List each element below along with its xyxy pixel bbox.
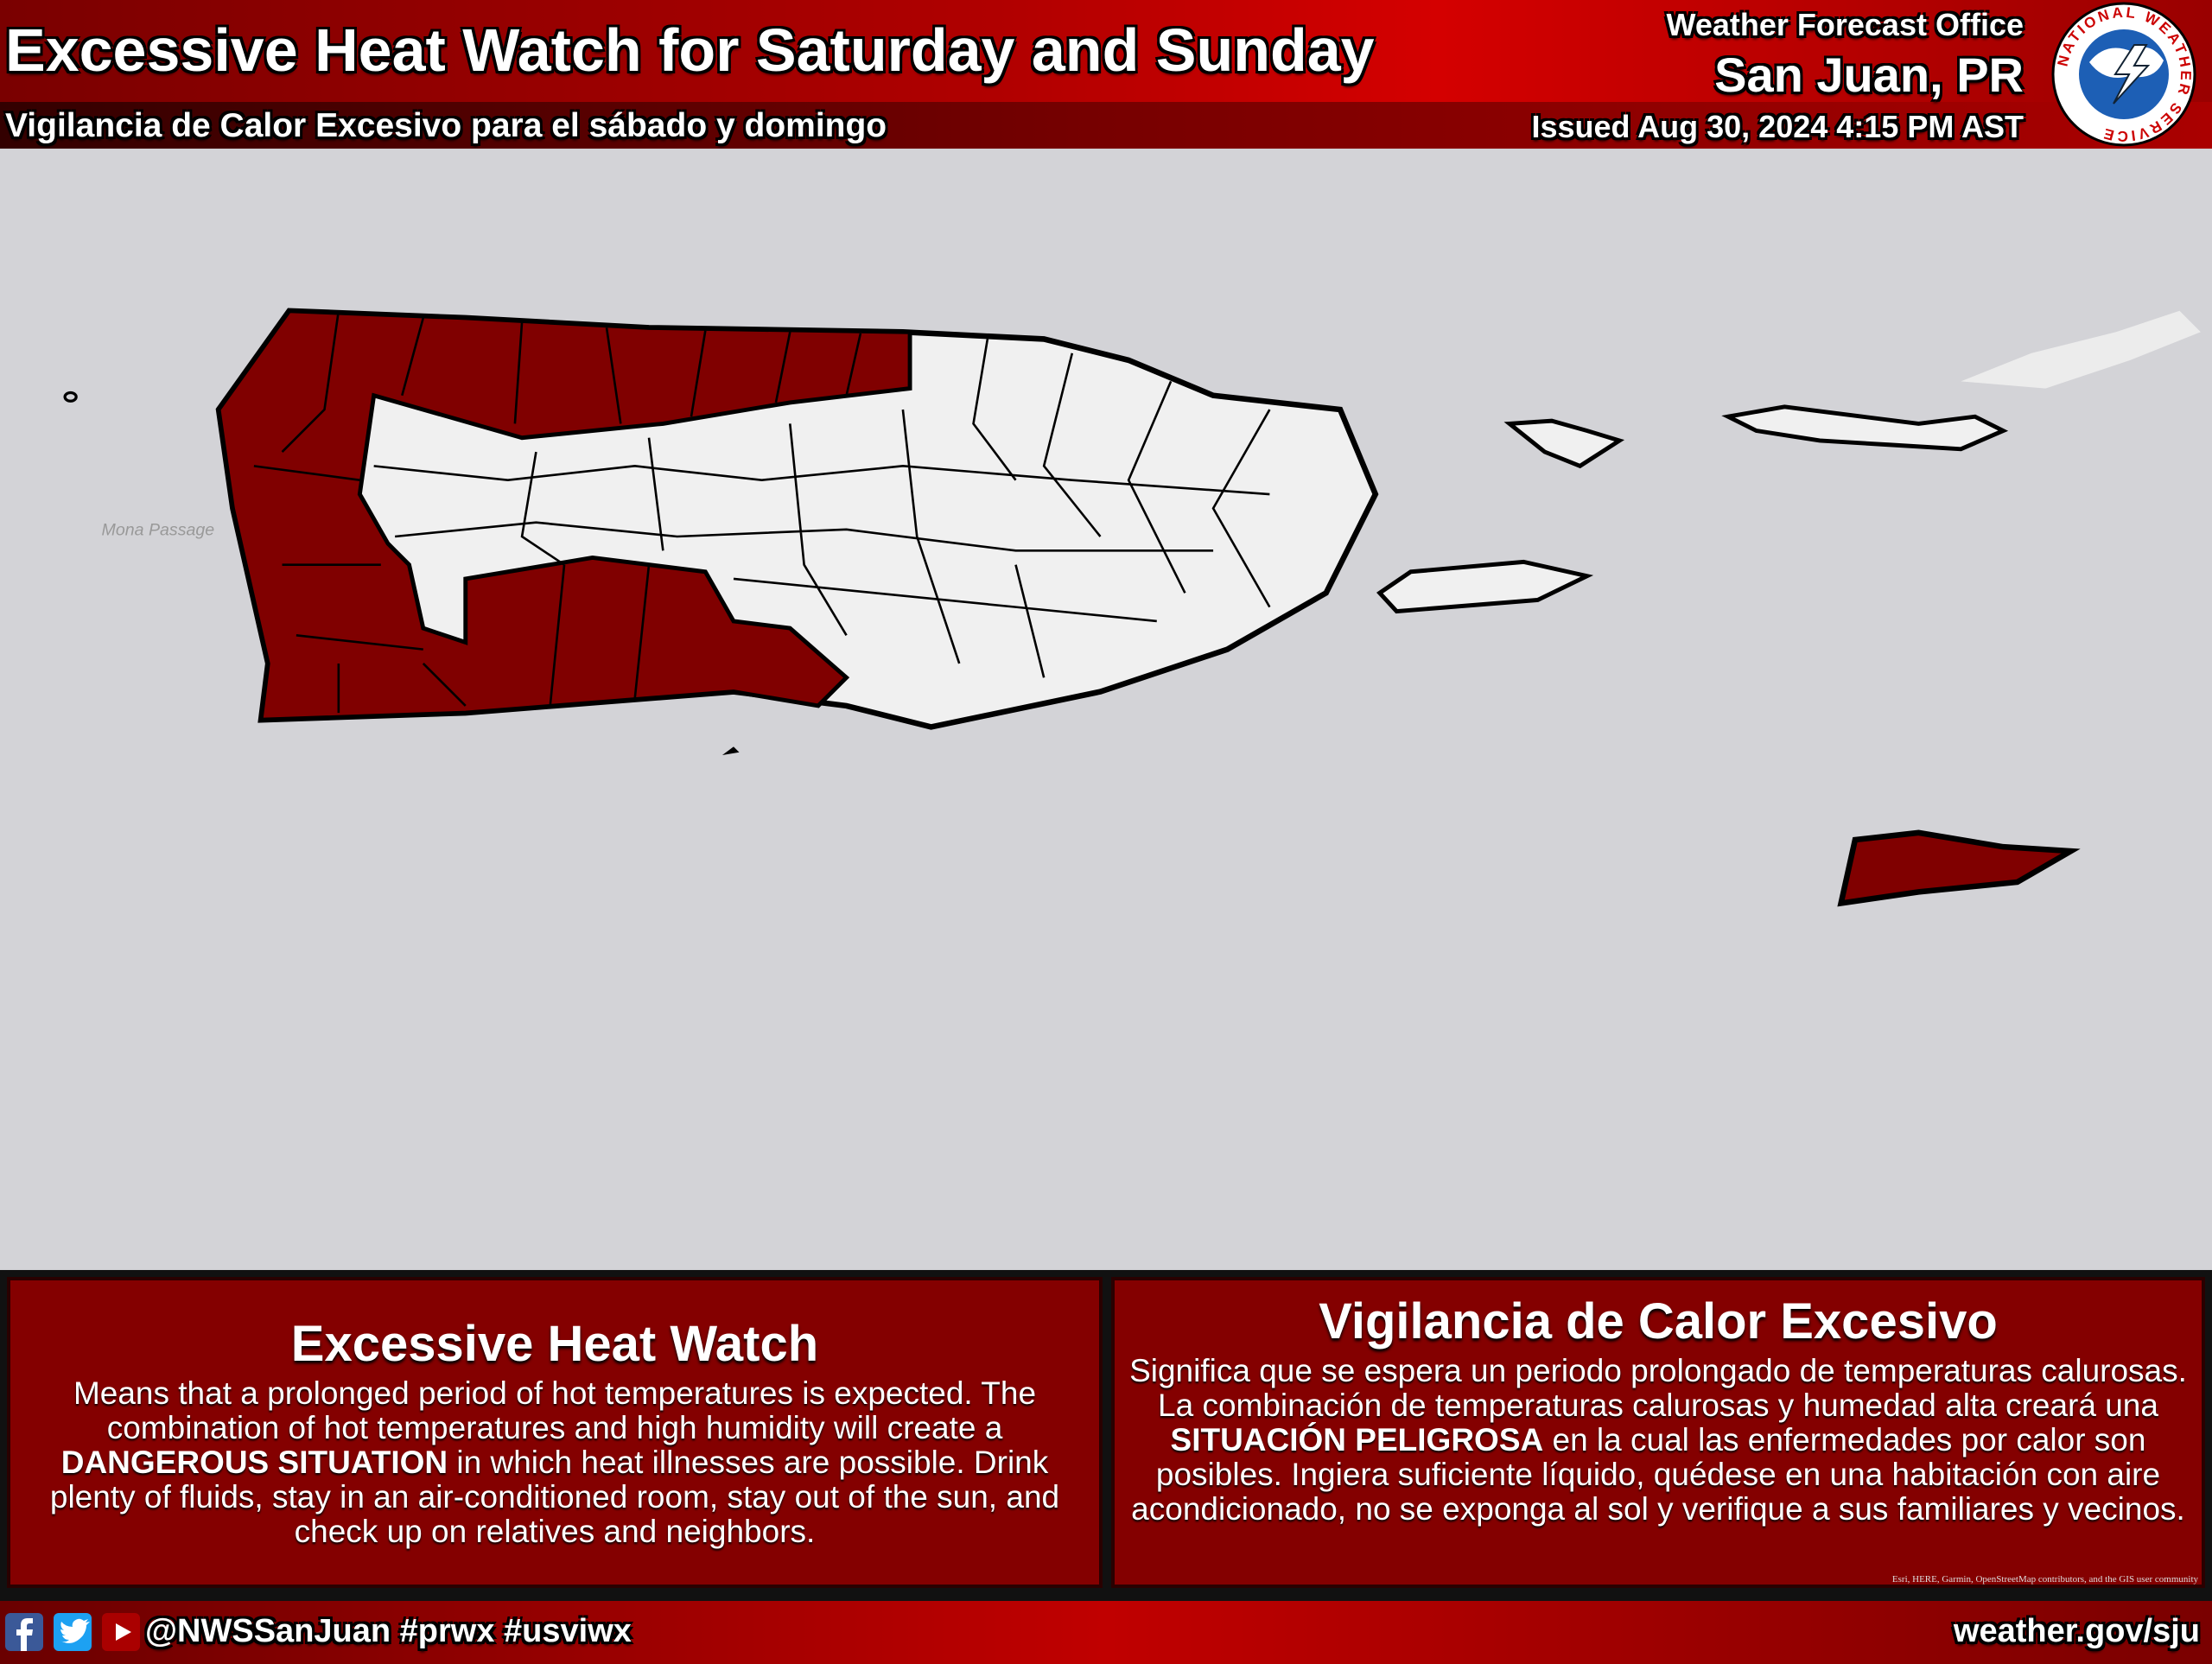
location: San Juan, PR [1714,48,2024,102]
body-text: in which heat illnesses are possible. Dr… [49,1445,1060,1549]
nws-logo: NATIONAL WEATHER SERVICE [2051,2,2196,147]
panel-es: Vigilancia de Calor Excesivo Significa q… [1111,1277,2205,1588]
body-emphasis: SITUACIÓN PELIGROSA [1170,1422,1544,1458]
body-text: Means that a prolonged period of hot tem… [73,1375,1037,1445]
header: Excessive Heat Watch for Saturday and Su… [0,0,2212,149]
panel-en: Excessive Heat Watch Means that a prolon… [7,1277,1103,1588]
subtitle: Vigilancia de Calor Excesivo para el sáb… [5,107,887,144]
desecheo [63,391,78,403]
map-label: Mona Passage [102,521,215,540]
culebra [1503,418,1625,469]
footer: @NWSSanJuan #prwx #usviwx weather.gov/sj… [0,1601,2212,1664]
body-emphasis: DANGEROUS SITUATION [60,1445,448,1480]
vieques [1376,559,1594,614]
watch-area-pr [216,308,912,722]
title: Excessive Heat Watch for Saturday and Su… [5,16,1375,84]
office: Weather Forecast Office [1666,7,2024,42]
body-text: Significa que se espera un periodo prolo… [1129,1353,2187,1423]
footer-handle: @NWSSanJuan #prwx #usviwx [145,1613,632,1649]
panel-body: Significa que se espera un periodo prolo… [1127,1354,2190,1527]
panel-body: Means that a prolonged period of hot tem… [22,1376,1087,1549]
st-croix [1837,829,2081,907]
map: Mona Passage [0,149,2212,1270]
footer-url[interactable]: weather.gov/sju [1953,1613,2200,1649]
bvi [1961,310,2201,389]
body-text: en la cual las enfermedades por calor so… [1131,1422,2185,1527]
panel-title: Excessive Heat Watch [290,1316,819,1372]
social-icons [5,1613,140,1651]
header-band [0,102,2212,149]
municipal-lines [253,310,1271,714]
issued: Issued Aug 30, 2024 4:15 PM AST [1531,109,2024,144]
caja-de-muertos [721,746,740,756]
panel-title: Vigilancia de Calor Excesivo [1319,1293,1998,1350]
attribution: Esri, HERE, Garmin, OpenStreetMap contri… [1891,1574,2198,1585]
st-thomas-st-john [1721,404,2009,452]
